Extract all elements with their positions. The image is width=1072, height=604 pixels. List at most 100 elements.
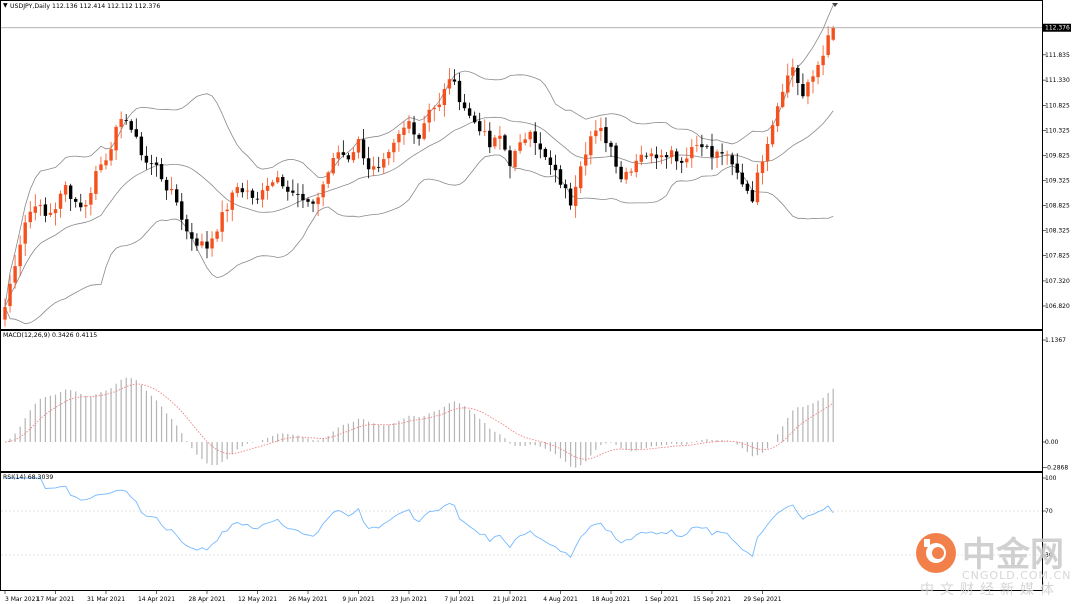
candle xyxy=(558,165,563,189)
candle xyxy=(296,183,300,208)
candle xyxy=(255,191,260,204)
candle-body xyxy=(609,142,613,147)
candle-body xyxy=(478,121,482,132)
candle xyxy=(523,132,527,146)
candle xyxy=(685,147,689,168)
candle xyxy=(725,150,729,165)
candle xyxy=(801,73,805,99)
candle-body xyxy=(200,241,204,246)
candle xyxy=(508,145,512,179)
candle-body xyxy=(392,142,396,153)
candle-body xyxy=(129,121,133,130)
candle-body xyxy=(68,185,73,199)
candle xyxy=(220,200,224,242)
date-tick-label: 15 Sep 2021 xyxy=(693,596,731,603)
candle-body xyxy=(599,127,603,132)
candle-body xyxy=(180,201,184,220)
date-tick-label: 1 Sep 2021 xyxy=(644,596,678,603)
candle-body xyxy=(366,158,371,170)
rsi-tick-label: 70 xyxy=(1045,508,1053,515)
candle-body xyxy=(462,102,467,109)
candle-body xyxy=(745,183,750,191)
last-price-badge xyxy=(1043,23,1071,32)
candle-body xyxy=(604,127,608,144)
last-price-value: 112.376 xyxy=(1045,25,1070,32)
rsi-line xyxy=(5,477,834,559)
candle xyxy=(770,120,775,148)
candle-body xyxy=(94,171,98,194)
candle-body xyxy=(195,238,199,246)
candle xyxy=(321,181,325,207)
collapse-arrow-icon[interactable]: ▼ xyxy=(3,2,8,9)
candle-body xyxy=(382,159,386,168)
candle-body xyxy=(447,79,452,89)
candle xyxy=(700,134,704,157)
candle-body xyxy=(619,166,623,180)
candle-body xyxy=(538,143,542,150)
candle xyxy=(265,177,270,200)
watermark-url: CNGOLD.COM.CN xyxy=(962,569,1071,582)
candle xyxy=(281,174,285,189)
macd-panel[interactable] xyxy=(0,330,1043,472)
candle-body xyxy=(775,106,780,127)
date-tick-label: 26 May 2021 xyxy=(288,596,327,603)
candle-body xyxy=(467,108,472,116)
candle xyxy=(260,182,265,208)
candle xyxy=(190,222,194,251)
shift-arrow-icon[interactable] xyxy=(832,3,838,7)
price-tick-label: 106.820 xyxy=(1045,303,1070,310)
candle xyxy=(735,153,739,180)
candle-body xyxy=(518,142,522,151)
candle xyxy=(639,145,643,166)
candle-body xyxy=(629,171,633,173)
candle xyxy=(129,119,133,133)
candle-body xyxy=(705,145,709,147)
candle-body xyxy=(240,188,245,193)
candle-body xyxy=(296,194,300,195)
candle-body xyxy=(205,241,209,249)
candle-body xyxy=(286,186,290,192)
candle-body xyxy=(811,76,815,82)
candle-body xyxy=(159,164,164,180)
candle-body xyxy=(48,212,53,215)
candle-body xyxy=(417,134,421,139)
candle-body xyxy=(483,131,487,133)
candle xyxy=(382,152,386,175)
candle-body xyxy=(765,143,770,162)
price-panel[interactable] xyxy=(0,0,1043,330)
candle-body xyxy=(402,127,406,135)
candle-body xyxy=(437,104,441,108)
candle xyxy=(791,58,795,87)
candle xyxy=(341,140,346,158)
candle xyxy=(624,167,628,184)
candle xyxy=(195,233,199,251)
candle xyxy=(710,133,714,170)
candle xyxy=(225,203,229,223)
candle xyxy=(498,126,502,150)
candle xyxy=(407,115,411,134)
candle xyxy=(720,143,724,166)
candle-body xyxy=(124,119,128,121)
candle xyxy=(94,165,98,200)
candle xyxy=(124,114,128,125)
candle xyxy=(654,146,659,169)
candle xyxy=(664,151,669,169)
candle xyxy=(89,187,93,216)
rsi-panel[interactable] xyxy=(0,472,1043,591)
candle xyxy=(765,136,770,172)
candle xyxy=(584,142,588,176)
candle-body xyxy=(38,205,43,207)
candle-body xyxy=(422,123,426,139)
candle xyxy=(291,179,295,197)
candle xyxy=(240,182,245,198)
candle xyxy=(649,148,654,164)
candle-body xyxy=(326,172,330,184)
candle-body xyxy=(235,187,239,193)
candle xyxy=(740,163,744,187)
rsi-tick-label: 100 xyxy=(1045,475,1057,482)
candle-body xyxy=(690,146,694,159)
candle-body xyxy=(84,204,88,207)
rsi-label: RSI(14) 68.3039 xyxy=(3,474,53,481)
candle-body xyxy=(796,67,800,83)
candle xyxy=(442,83,447,117)
